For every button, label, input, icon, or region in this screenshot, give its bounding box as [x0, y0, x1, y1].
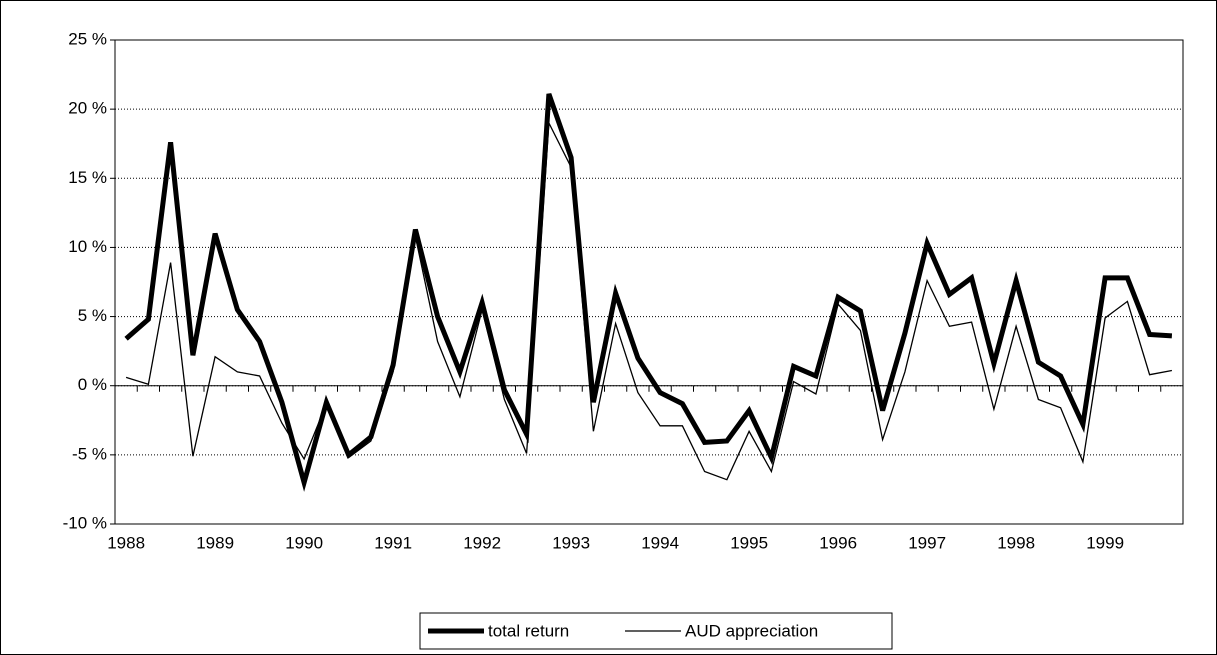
x-tick-label: 1990 [285, 533, 323, 552]
x-tick-label: 1988 [107, 533, 145, 552]
y-tick-label: 5 % [78, 306, 107, 325]
x-tick-label: 1997 [908, 533, 946, 552]
legend-label: AUD appreciation [685, 621, 818, 640]
x-tick-label: 1991 [374, 533, 412, 552]
series-line [124, 93, 1173, 492]
y-tick-label: -5 % [72, 444, 107, 463]
y-tick-label: 15 % [68, 168, 107, 187]
x-tick-label: 1999 [1086, 533, 1124, 552]
series-line [125, 120, 1173, 481]
x-tick-label: 1993 [552, 533, 590, 552]
y-tick-label: 25 % [68, 29, 107, 48]
x-tick-label: 1995 [730, 533, 768, 552]
y-tick-label: 10 % [68, 237, 107, 256]
x-tick-label: 1989 [196, 533, 234, 552]
y-tick-label: 0 % [78, 375, 107, 394]
y-tick-label: 20 % [68, 99, 107, 118]
x-tick-label: 1998 [997, 533, 1035, 552]
y-tick-label: -10 % [63, 513, 107, 532]
plot-area [114, 39, 1184, 525]
x-tick-label: 1992 [463, 533, 501, 552]
x-tick-label: 1996 [819, 533, 857, 552]
x-tick-label: 1994 [641, 533, 679, 552]
legend-label: total return [488, 621, 569, 640]
